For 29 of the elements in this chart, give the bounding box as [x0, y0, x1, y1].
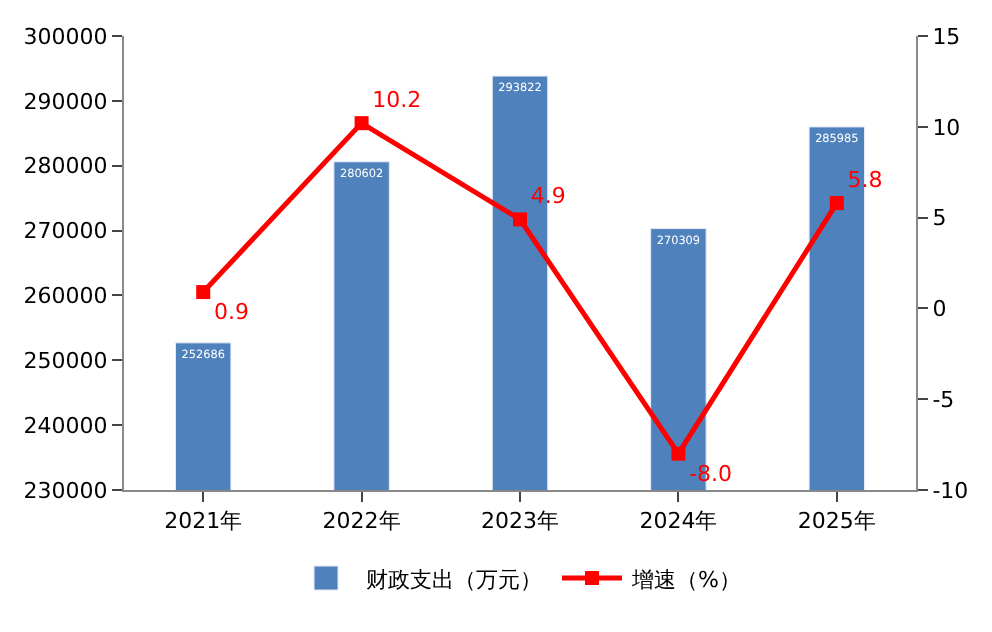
y-tick-label: 300000 — [23, 23, 108, 50]
y2-tick-label: 10 — [932, 114, 961, 141]
y-tick-label: 280000 — [23, 153, 108, 180]
y2-tick-label: 5 — [932, 205, 947, 232]
data-label: 4.9 — [530, 183, 566, 210]
x-tick-label: 2021年 — [164, 508, 243, 535]
y2-tick-label: -10 — [932, 477, 969, 504]
point — [671, 446, 686, 461]
x-tick-label: 2023年 — [481, 508, 559, 535]
y-tick-label: 240000 — [23, 412, 108, 439]
legend-label: 财政支出（万元） — [366, 566, 542, 593]
data-label: 0.9 — [213, 299, 249, 326]
y2-tick-label: 15 — [932, 23, 961, 50]
legend-label: 增速（%） — [630, 566, 741, 593]
y-tick-label: 230000 — [23, 477, 108, 504]
point — [196, 285, 211, 300]
point — [513, 212, 527, 227]
point — [829, 196, 844, 211]
point — [354, 116, 369, 131]
y-tick-label: 260000 — [23, 283, 108, 310]
y2-tick-label: -5 — [932, 386, 955, 413]
y2-tick-label: 0 — [932, 296, 947, 323]
y-tick-label: 250000 — [23, 347, 108, 374]
x-tick-label: 2024年 — [639, 508, 718, 535]
x-tick-label: 2022年 — [322, 508, 401, 535]
data-label: 10.2 — [372, 86, 422, 113]
y-tick-label: 290000 — [23, 88, 108, 115]
y-tick-label: 270000 — [23, 218, 108, 245]
x-tick-label: 2025年 — [797, 508, 876, 535]
